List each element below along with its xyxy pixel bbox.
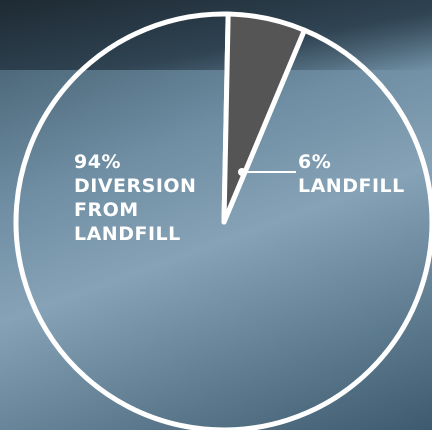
category-label: LANDFILL	[298, 175, 405, 197]
pie-slice	[13, 11, 432, 430]
slice-label: 94% DIVERSION FROM LANDFILL	[74, 150, 199, 246]
slice-label: 6% LANDFILL	[298, 150, 405, 198]
value-label: 6%	[298, 151, 332, 173]
pie-slice	[221, 11, 307, 225]
category-label: DIVERSION FROM LANDFILL	[74, 175, 197, 245]
value-label: 94%	[74, 151, 121, 173]
